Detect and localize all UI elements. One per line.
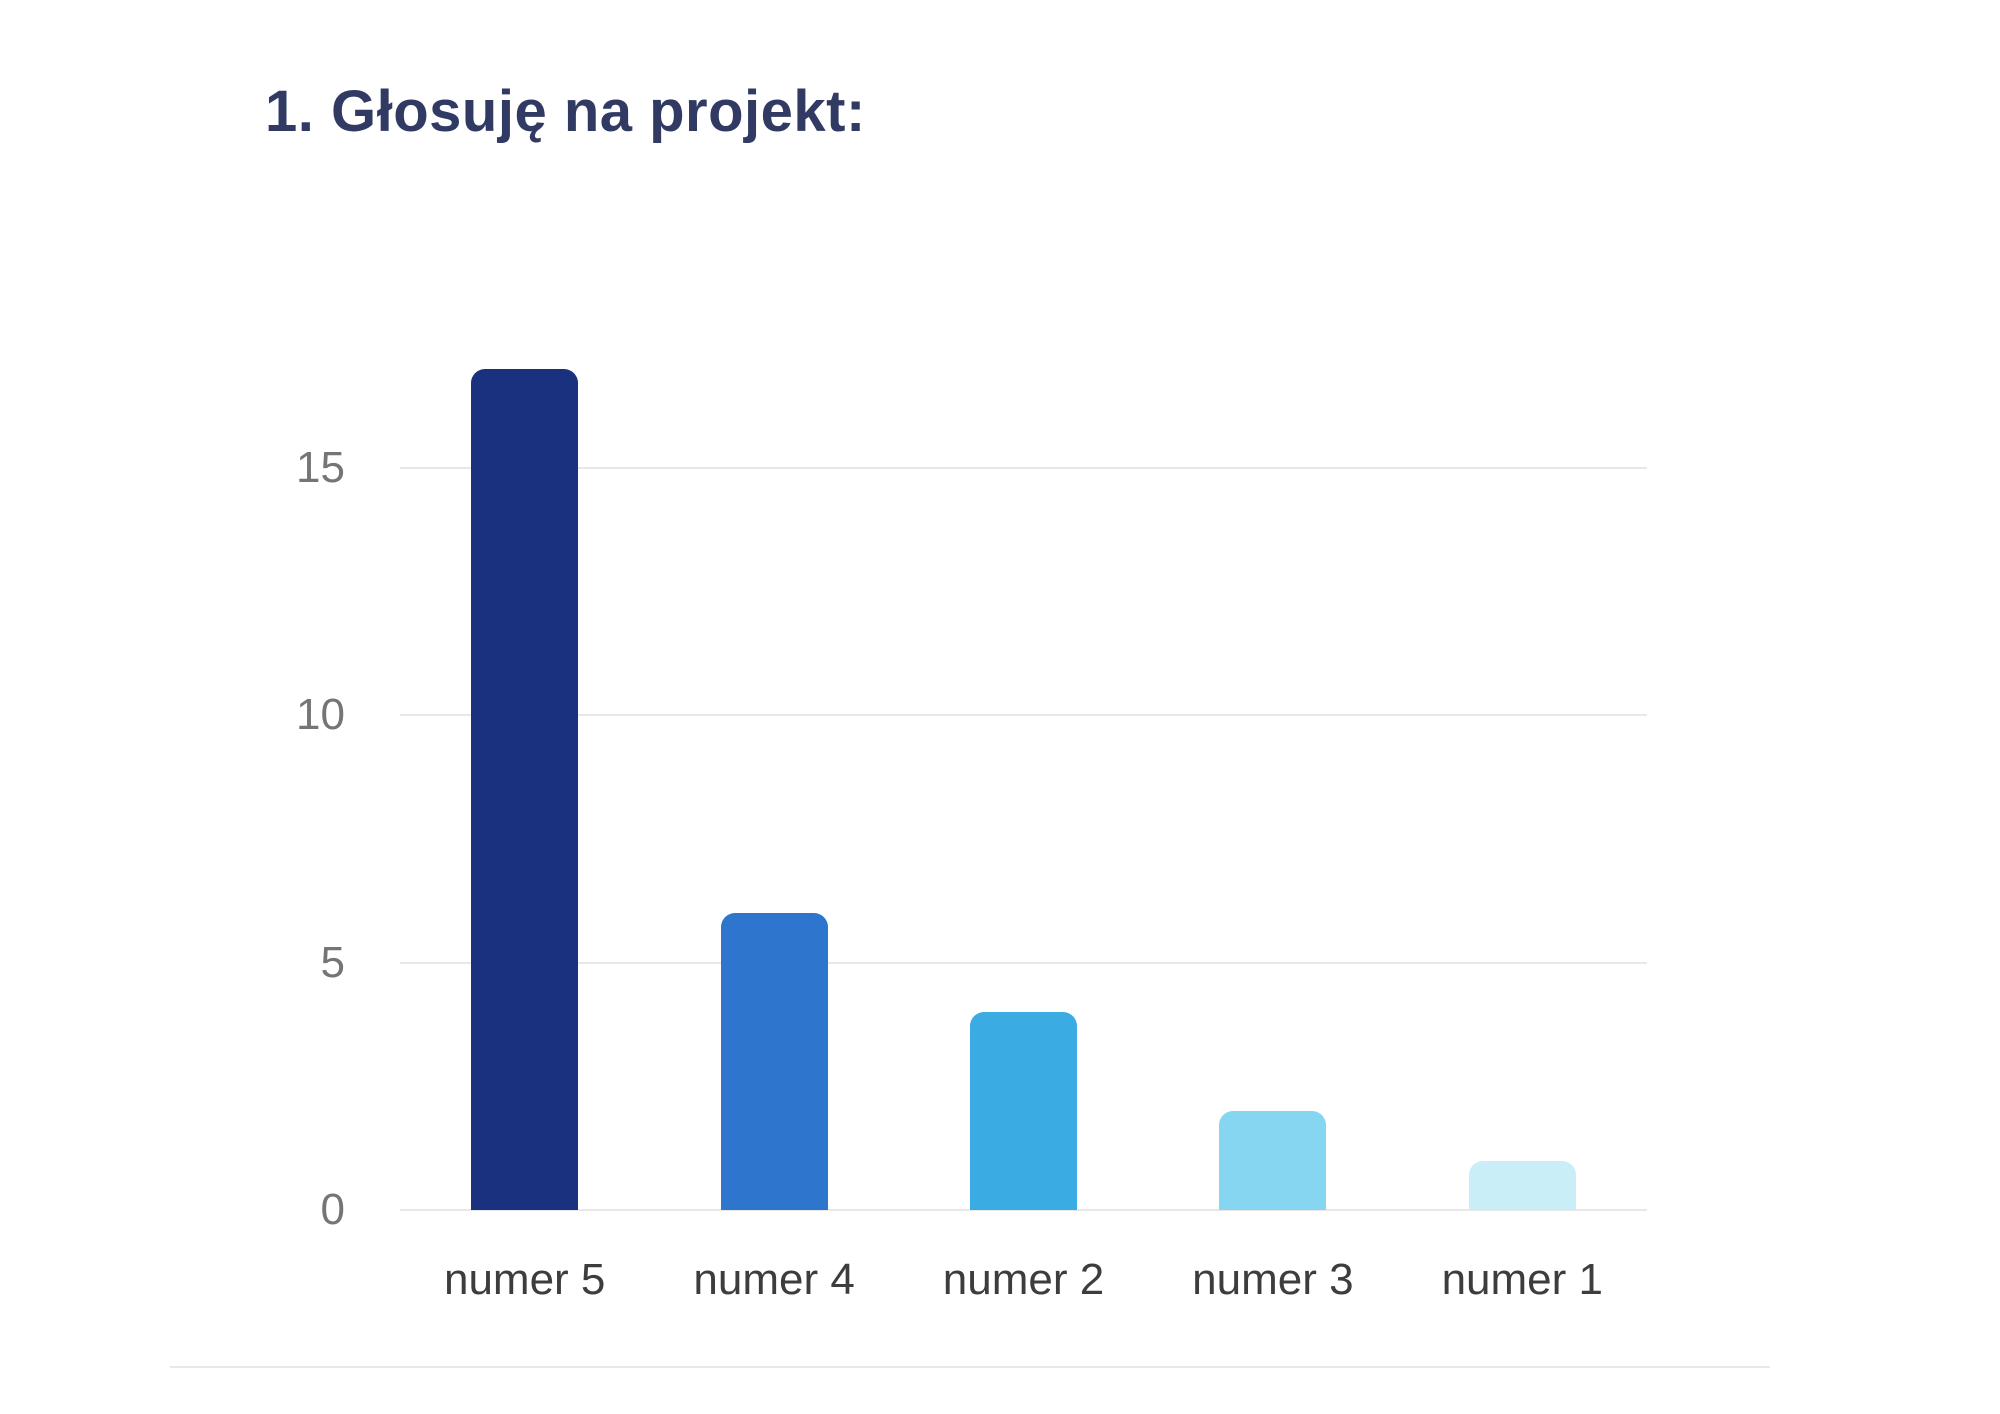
- bar-numer-4: [720, 913, 828, 1210]
- bar-numer-2: [970, 1012, 1077, 1210]
- bar-numer-3: [1219, 1111, 1327, 1210]
- gridline-y-5: [400, 961, 1647, 964]
- x-axis-category-label-numer-5: numer 5: [443, 1255, 606, 1304]
- y-axis-tick-label-0: 0: [320, 1185, 345, 1234]
- bar-numer-1: [1468, 1160, 1576, 1210]
- question-title: 1. Głosuję na projekt:: [265, 79, 866, 144]
- x-axis-category-label-numer-2: numer 2: [942, 1255, 1105, 1304]
- x-axis-category-label-numer-4: numer 4: [693, 1255, 855, 1304]
- y-axis-tick-label-5: 5: [320, 937, 345, 987]
- gridline-y-15: [400, 467, 1647, 469]
- gridline-y-10: [400, 714, 1647, 717]
- x-axis-category-label-numer-1: numer 1: [1441, 1255, 1603, 1304]
- y-axis-tick-label-10: 10: [296, 690, 345, 740]
- y-axis-tick-label-15: 15: [296, 443, 345, 492]
- chart-plot-area: [400, 330, 1647, 1211]
- gridline-y-0: [400, 1209, 1647, 1211]
- bar-numer-5: [471, 369, 579, 1210]
- bottom-divider: [170, 1366, 1770, 1368]
- x-axis-category-label-numer-3: numer 3: [1192, 1255, 1354, 1304]
